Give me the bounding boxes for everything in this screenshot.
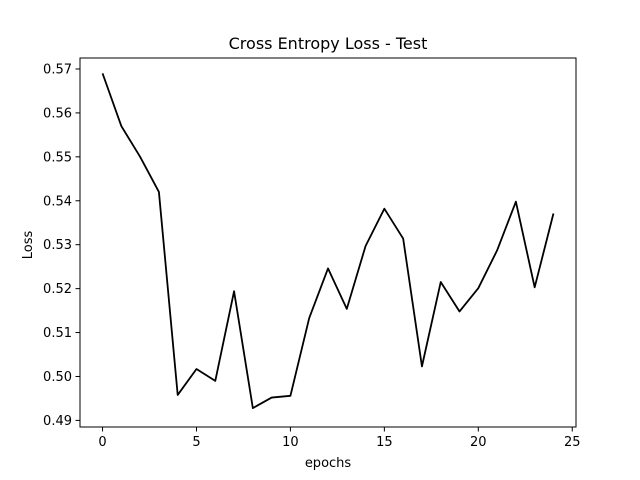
y-axis-label: Loss [21,231,36,260]
y-tick-label: 0.51 [43,326,72,341]
plot-area: 0 5 10 15 20 25 0.49 0.50 0.51 0.52 0.53 0.54 0.55 0.… [43,57,581,450]
x-tick-label: 5 [192,435,200,450]
y-tick-label: 0.54 [43,194,72,209]
y-tick-label: 0.52 [43,282,72,297]
y-tick-label: 0.55 [43,150,72,165]
plot-frame [79,57,577,428]
chart-title: Cross Entropy Loss - Test [229,34,428,53]
series-line [101,73,555,410]
x-tick-label: 25 [564,435,581,450]
y-tick-label: 0.49 [43,414,72,429]
x-axis-label: epochs [305,456,352,471]
x-tick-label: 20 [470,435,487,450]
x-tick-label: 15 [376,435,393,450]
x-tick-label: 0 [98,435,106,450]
y-tick-label: 0.53 [43,238,72,253]
y-tick-label: 0.57 [43,62,72,77]
y-tick-label: 0.56 [43,106,72,121]
y-tick-label: 0.50 [43,370,72,385]
x-tick-label: 10 [282,435,299,450]
